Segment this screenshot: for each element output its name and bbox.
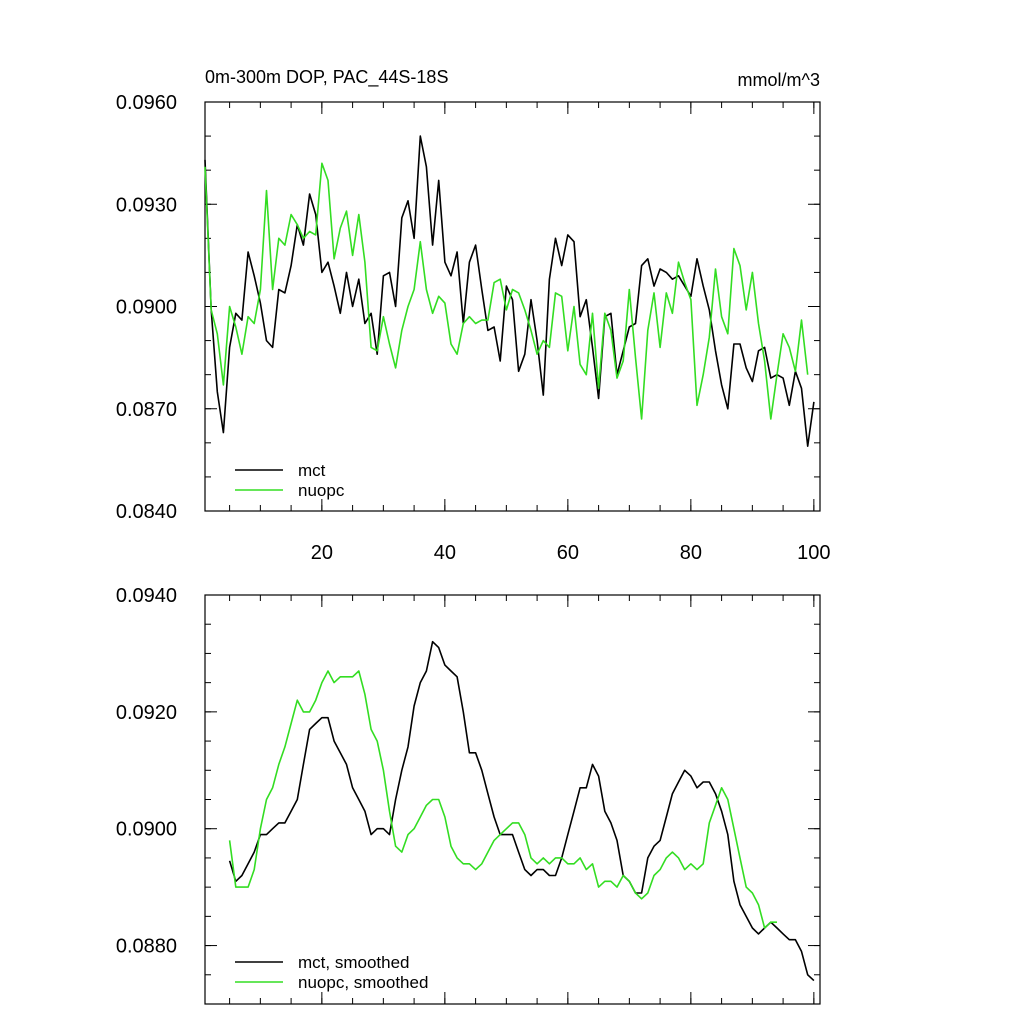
bottom-chart-panel: 0.0940 0.0920 0.0900 0.0880 mct, smoothed n…: [116, 585, 821, 1005]
x-tick-label: 40: [434, 542, 456, 564]
units-label: mmol/m^3: [738, 70, 820, 90]
series-line-mct-smoothed: [228, 640, 815, 982]
bottom-axis-ticks: 0.0940 0.0920 0.0900 0.0880: [116, 585, 820, 1005]
top-legend: mct nuopc: [235, 461, 345, 500]
x-tick-label: 100: [797, 542, 830, 564]
x-tick-label: 60: [557, 542, 579, 564]
y-tick-label: 0.0900: [116, 297, 177, 319]
x-tick-label: 20: [311, 542, 333, 564]
y-tick-label: 0.0880: [116, 936, 177, 958]
bottom-series-lines: [228, 640, 815, 982]
legend-label-mct: mct: [298, 461, 326, 480]
y-tick-label: 0.0840: [116, 501, 177, 523]
top-series-lines: [204, 135, 815, 448]
top-axis-ticks: 0.0960 0.0930 0.0900 0.0870 0.0840 20 40 60 80 10…: [116, 92, 831, 564]
y-tick-label: 0.0870: [116, 399, 177, 421]
x-tick-label: 80: [680, 542, 702, 564]
y-tick-label: 0.0960: [116, 92, 177, 114]
series-line-mct: [204, 135, 815, 448]
chart-title: 0m-300m DOP, PAC_44S-18S: [205, 67, 448, 88]
y-tick-label: 0.0920: [116, 702, 177, 724]
legend-label-nuopc-smoothed: nuopc, smoothed: [298, 973, 428, 992]
y-tick-label: 0.0930: [116, 194, 177, 216]
series-line-nuopc: [204, 162, 809, 420]
legend-label-nuopc: nuopc: [298, 481, 345, 500]
bottom-legend: mct, smoothed nuopc, smoothed: [235, 953, 428, 992]
y-tick-label: 0.0900: [116, 819, 177, 841]
series-line-nuopc-smoothed: [228, 670, 777, 929]
y-tick-label: 0.0940: [116, 585, 177, 607]
legend-label-mct-smoothed: mct, smoothed: [298, 953, 410, 972]
top-chart-panel: 0m-300m DOP, PAC_44S-18S mmol/m^3 0.0960…: [116, 67, 831, 564]
